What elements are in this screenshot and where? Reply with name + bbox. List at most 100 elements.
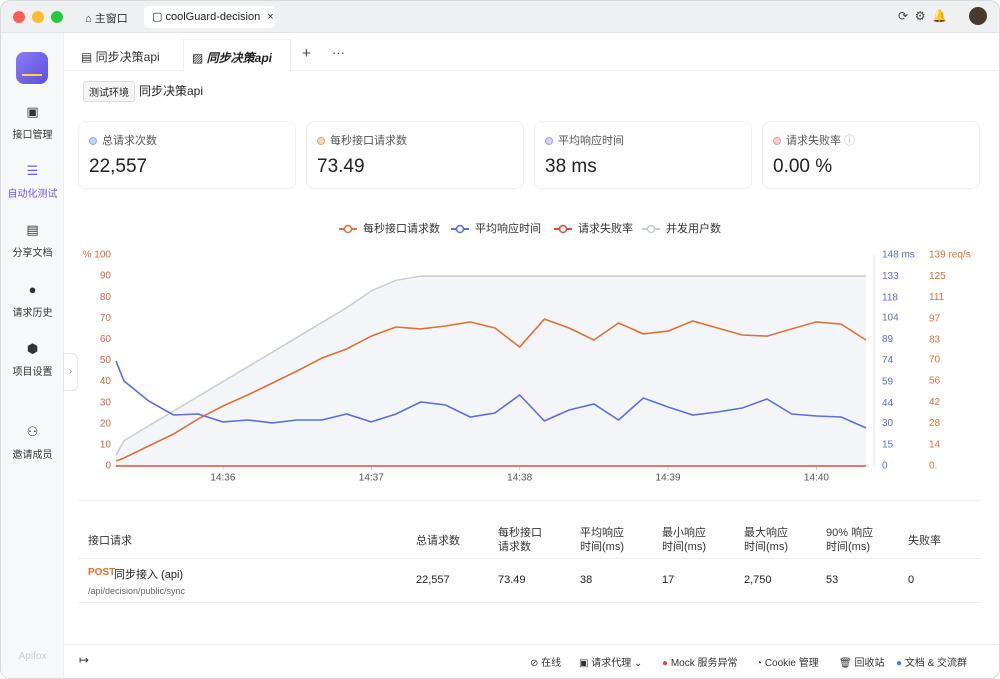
y-tick-label: 56 [929,376,941,387]
footer-divider [64,644,999,645]
footer-label: 回收站 [854,658,885,669]
icon: ⚇ [26,424,39,439]
area [116,276,866,466]
project-logo[interactable] [16,52,48,84]
x-tick-label: 14:37 [359,473,384,484]
table-cell: 17 [662,574,675,586]
column-header: 最小响应 时间(ms) [662,527,706,553]
close-button[interactable] [13,11,25,23]
icon: ⬢ [26,341,39,356]
x-tick-label: 14:38 [507,473,532,484]
main-window-tab[interactable]: ⌂ 主窗口 [85,13,128,25]
footer-label: Mock 服务异常 [670,658,738,669]
tab-label: 同步决策api [206,51,273,65]
footer-label: 请求代理 [591,658,632,669]
sidebar-toggle[interactable]: › [63,353,78,391]
stat-card: 每秒接口请求数 73.49 [306,121,524,189]
footer-item[interactable]: ● Mock 服务异常 [662,658,738,669]
column-header: 总请求数 [416,535,460,547]
collapse-button[interactable]: ↦ [79,653,90,667]
table-cell: 53 [826,574,839,586]
stat-card: 总请求次数 22,557 [78,121,296,189]
chart: 0 10 20 30 40 50 60 70 80 90 % 100 0 15 30 44 59 74 89 104… [83,221,971,484]
project-tab[interactable]: ▢ coolGuard-decision × [144,6,275,28]
footer-label: 文档 & 交流群 [904,658,968,669]
minimize-button[interactable] [32,11,44,23]
icon: ● [28,282,37,297]
legend-marker [646,224,656,234]
icon: ☰ [26,163,39,178]
y-tick-label: 20 [100,418,112,429]
y-tick-label: 40 [100,376,112,387]
avatar[interactable] [969,7,987,25]
page-title: 同步决策api [139,84,204,98]
sidebar-item[interactable]: 分享文档 [12,248,53,259]
stat-value: 38 ms [545,156,597,177]
y-tick-label: 10 [100,440,112,451]
stat-value: 0.00 % [773,156,833,177]
x-tick-label: 14:40 [804,473,829,484]
method-badge: POST [88,567,116,578]
table-cell: 0 [908,574,915,586]
y-tick-label: 133 [882,271,899,282]
x-tick-label: 14:36 [210,473,235,484]
tab-divider [64,70,999,71]
series-line [115,318,867,462]
sidebar-item[interactable]: 请求历史 [12,308,53,319]
stat-label: 总请求次数 [102,135,157,147]
legend-marker [558,224,568,234]
table-cell: 38 [580,574,593,586]
toolbar-icons[interactable]: ⟳ ⚙ 🔔 [898,9,948,23]
table-cell: 22,557 [416,574,450,586]
add-tab[interactable]: + [302,45,311,62]
table-cell: 73.49 [498,574,526,586]
footer-item[interactable]: ▣ 请求代理 ⌄ [579,658,643,669]
y-tick-label: 70 [929,354,941,365]
icon: ▣ [26,104,39,119]
tab-label: 主窗口 [94,13,128,25]
zoom-button[interactable] [51,11,63,23]
tab[interactable]: ▤ 同步决策api [81,50,160,64]
sidebar-item-active[interactable]: 自动化测试 [7,189,58,200]
tab-active[interactable]: ▨ 同步决策api [183,39,291,71]
y-tick-label: 118 [882,292,898,303]
legend-marker [455,224,465,234]
y-tick-label: % 100 [83,250,112,261]
legend-marker [343,224,353,234]
y-tick-label: 59 [882,377,894,388]
legend-label: 并发用户数 [666,221,721,235]
more-button[interactable]: ··· [332,45,345,60]
tab-label: 同步决策api [95,50,160,64]
y-tick-label: 148 ms [882,250,915,261]
footer-label: Cookie 管理 [764,658,819,669]
divider [78,500,981,501]
footer-item[interactable]: ◔ Cookie 管理 [756,658,819,669]
column-header: 每秒接口 请求数 [498,527,542,553]
y-tick-label: 15 [882,439,894,450]
y-tick-label: 42 [929,397,941,408]
x-tick-label: 14:39 [656,473,681,484]
sidebar-item[interactable]: 项目设置 [12,367,53,378]
y-tick-label: 0 [105,461,111,472]
footer-item[interactable]: ⊘ 在线 [530,658,562,669]
sidebar-item[interactable]: 接口管理 [12,130,53,141]
footer-item[interactable]: 🗑 回收站 [839,658,885,669]
y-tick-label: 83 [929,335,941,346]
y-tick-label: 0 [882,461,888,472]
stat-label: 平均响应时间 [558,135,624,147]
stat-value: 22,557 [89,156,148,177]
env-badge[interactable]: 测试环境 [83,81,135,102]
row-divider [78,602,981,603]
y-tick-label: 70 [100,313,112,324]
column-header: 平均响应 时间(ms) [580,527,624,553]
y-tick-label: 97 [929,313,941,324]
column-header: 失败率 [908,535,941,547]
sidebar-item[interactable]: 邀请成员 [12,450,53,461]
tab-label: coolGuard-decision [165,11,261,23]
y-tick-label: 90 [100,271,112,282]
request-name[interactable]: 同步接入 (api) [114,569,184,581]
y-tick-label: 125 [929,271,946,282]
y-tick-label: 74 [882,355,894,366]
footer-item[interactable]: ● 文档 & 交流群 [896,658,968,669]
stat-label: 每秒接口请求数 [330,135,407,147]
